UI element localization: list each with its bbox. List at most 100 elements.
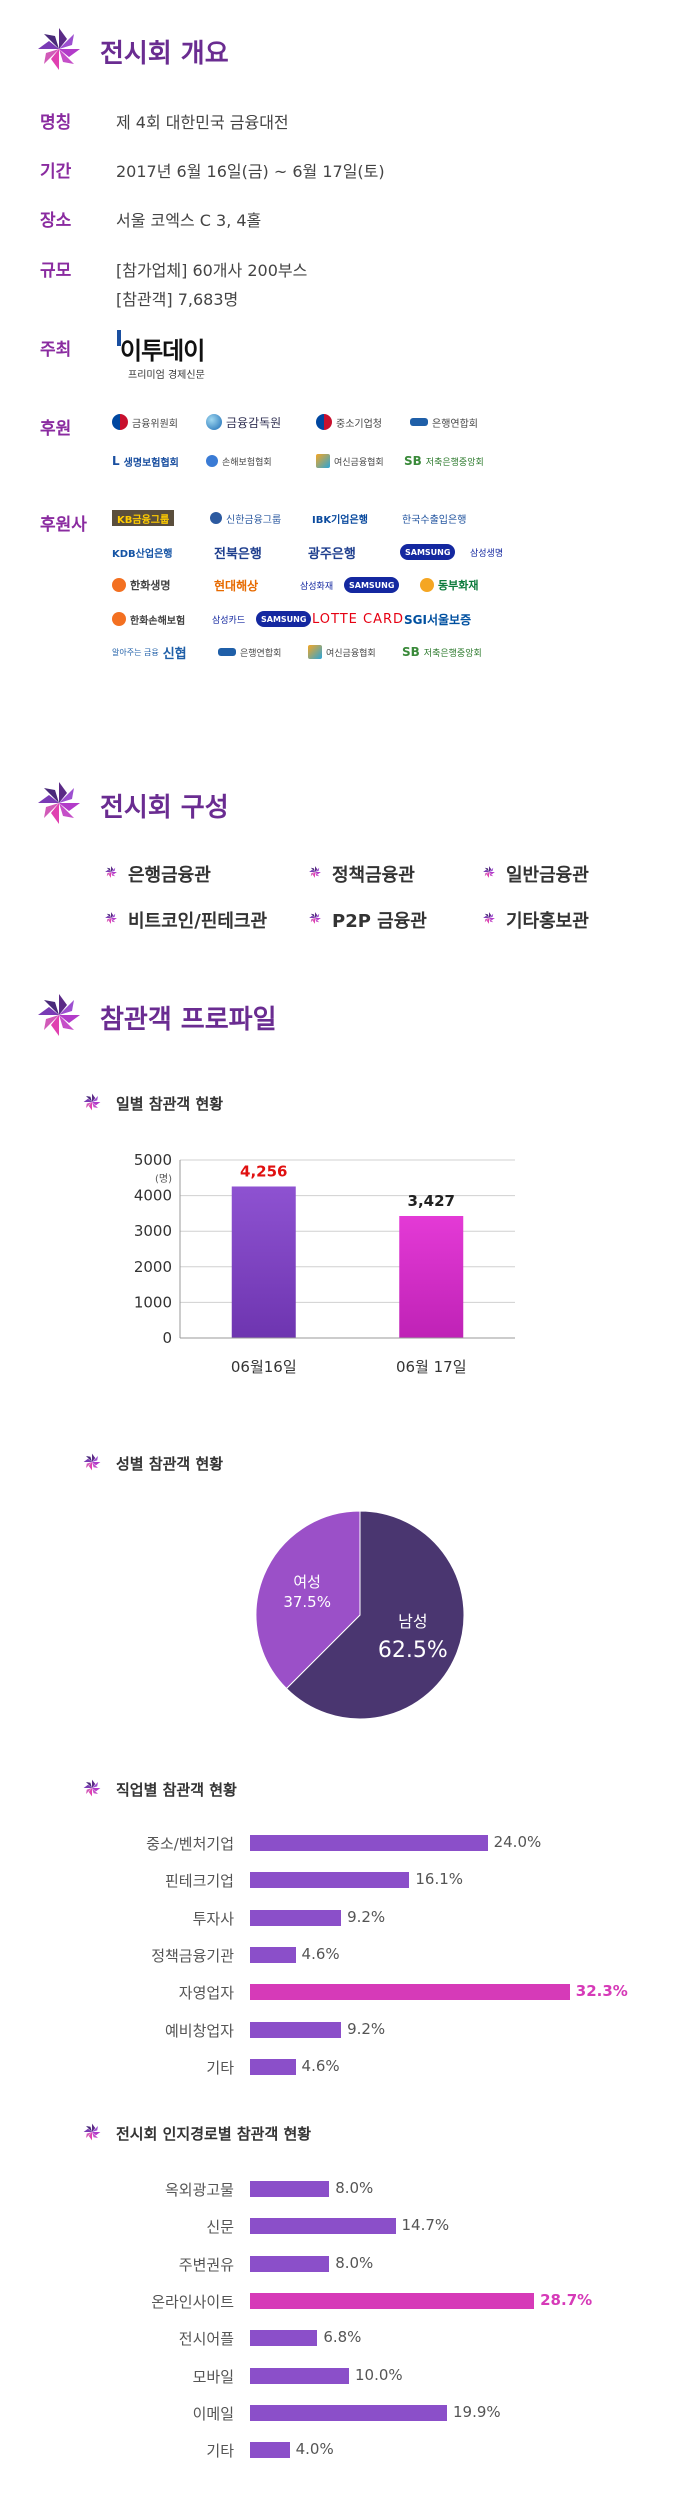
bar-value-label: 16.1% [415,1870,464,1889]
scale-label: 규모 [40,261,72,281]
bar-category-label: 주변권유 [178,2255,234,2274]
supporter-logo: 삼성화재 [300,581,334,592]
venue-value: 서울 코엑스 C 3, 4홀 [116,211,262,230]
bar-value-label: 19.9% [453,2402,501,2421]
x-tick-label: 06월16일 [231,1358,297,1376]
sponsor-logo: SB 저축은행중앙회 [404,454,484,468]
bar-value-label: 6.8% [323,2328,362,2347]
supporter-logo: 동부화재 [420,574,478,596]
pie-value-label: 37.5% [283,1593,331,1611]
bar-value-label: 9.2% [347,1907,386,1926]
bar [250,2181,330,2197]
supporter-logo: SAMSUNG [256,608,312,630]
supporter-logo: KB금융그룹 [112,507,175,529]
sponsor-logo: 은행연합회 [410,411,478,433]
pie-slice [285,1510,465,1720]
bar [250,2404,447,2421]
host-logo-tagline: 프리미엄 경제신문 [128,370,205,381]
chart-bullet-icon [83,1779,101,1797]
sponsor-logo: 중소기업청 [316,411,382,433]
supporter-logo: 현대해상 [214,578,259,593]
hall-item: P2P 금융관 [332,911,427,932]
bar-value-label: 3,427 [408,1192,455,1210]
bar-category-label: 이메일 [192,2404,234,2423]
name-value: 제 4회 대한민국 금융대전 [116,113,289,132]
bar-value-label: 10.0% [355,2365,403,2384]
bar-category-label: 핀테크기업 [164,1872,234,1891]
exhibition-logo-icon [38,28,80,70]
sponsor-logo: 여신금융협회 [316,450,384,472]
route-bar-chart: 옥외광고물 8.0% 신문 14.7% 주변권유 8.0% 온라인사이트 28.7% 전시어플 6… [0,2176,680,2476]
bar [250,2330,318,2347]
hall-item: 은행금융관 [128,865,211,886]
supporter-logo: KDB산업은행 [112,548,173,560]
scale-exhibitors: [참가업체] 60개사 200부스 [116,261,308,280]
supporter-logo: 전북은행 [214,546,262,562]
sponsor-logo: 손해보험협회 [206,450,272,472]
y-tick-label: 3000 [134,1222,172,1240]
hall-item: 일반금융관 [506,865,589,886]
sponsor-logo: 금융위원회 [112,411,178,433]
bar [250,2218,396,2235]
sponsor-logo: L 생명보험협회 [112,454,179,469]
y-tick-label: 4000 [134,1187,172,1205]
bar-category-label: 온라인사이트 [151,2292,234,2311]
bar-value-label: 8.0% [335,2179,374,2197]
bar [250,1872,410,1889]
hall-item: 비트코인/핀테크관 [128,911,268,932]
job-bar-chart: 중소/벤처기업 24.0% 핀테크기업 16.1% 투자사 9.2% 정책금융기관 4.6% 자… [0,1830,680,2090]
pie-category-label: 남성 [398,1612,427,1631]
supporter-logo: SAMSUNG [344,574,400,596]
y-unit-label: (명) [155,1173,172,1185]
overview-title: 전시회 개요 [100,39,229,69]
bar [250,1909,342,1926]
gender-chart-title: 성별 참관객 현황 [116,1455,224,1473]
pie-category-label: 여성 [293,1573,321,1591]
supporter-logo: IBK기업은행 [312,514,368,526]
bullet-icon [105,866,117,878]
supporter-logo: 광주은행 [308,546,356,562]
host-logo-text: 이투데이 [120,337,205,365]
bullet-icon [483,866,495,878]
bar-value-label: 14.7% [401,2216,450,2235]
bullet-icon [105,912,117,924]
daily-chart-title: 일별 참관객 현황 [116,1095,224,1113]
chart-bullet-icon [83,2123,101,2141]
bullet-icon [309,866,321,878]
profile-title: 참관객 프로파일 [100,1005,277,1035]
supporter-logo: SAMSUNG [400,541,456,563]
y-tick-label: 5000 [134,1151,172,1169]
bar-value-label: 32.3% [575,1982,628,2001]
host-label: 주최 [40,340,72,360]
bar [250,1835,488,1851]
bar-value-label: 24.0% [493,1833,542,1851]
supporter-logo: 여신금융협회 [308,641,376,663]
bar [250,2058,296,2075]
supporter-logo: 알아주는 금융 신협 [112,646,187,662]
bar-category-label: 옥외광고물 [164,2181,234,2199]
bar-category-label: 기타 [206,2058,234,2077]
sponsor-logo: 금융감독원 [206,411,281,433]
bar [250,1946,296,1963]
exhibition-logo-icon [38,782,80,824]
venue-label: 장소 [40,211,72,231]
supporter-logo: SB 저축은행중앙회 [402,645,482,659]
y-tick-label: 0 [162,1329,172,1347]
supporter-logo: 한국수출입은행 [402,514,467,526]
period-value: 2017년 6월 16일(금) ~ 6월 17일(토) [116,162,385,181]
chart-bullet-icon [83,1093,101,1111]
bar-value-label: 4.6% [301,1944,340,1963]
composition-title: 전시회 구성 [100,793,229,823]
hall-item: 정책금융관 [332,865,415,886]
supporter-logo: 한화손해보험 [112,608,185,630]
pie-value-label: 62.5% [378,1638,448,1663]
bar-category-label: 중소/벤처기업 [146,1835,234,1853]
bar-category-label: 자영업자 [178,1984,234,2003]
bar-category-label: 정책금융기관 [151,1946,234,1965]
supporter-logo: 한화생명 [112,574,170,596]
bar-category-label: 기타 [206,2442,234,2461]
bar-category-label: 예비창업자 [164,2021,234,2040]
bar-category-label: 신문 [206,2218,234,2237]
bar-value-label: 28.7% [540,2290,593,2309]
pie-slice [255,1510,361,1690]
